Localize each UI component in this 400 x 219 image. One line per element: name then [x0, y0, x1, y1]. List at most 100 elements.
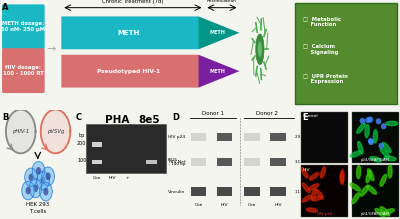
Polygon shape — [367, 185, 376, 194]
Polygon shape — [302, 168, 308, 178]
Polygon shape — [386, 121, 398, 126]
Text: Vinculin: Vinculin — [168, 190, 186, 194]
Text: Control: Control — [303, 114, 319, 118]
FancyBboxPatch shape — [352, 112, 399, 163]
Polygon shape — [316, 189, 324, 199]
Polygon shape — [357, 123, 365, 133]
Polygon shape — [380, 174, 387, 186]
Polygon shape — [350, 183, 360, 191]
Polygon shape — [311, 189, 316, 200]
Polygon shape — [350, 151, 362, 157]
Polygon shape — [340, 170, 344, 182]
Polygon shape — [6, 110, 36, 153]
FancyBboxPatch shape — [217, 187, 232, 196]
Text: HIV Nef: HIV Nef — [169, 160, 186, 164]
Polygon shape — [198, 16, 240, 49]
FancyBboxPatch shape — [270, 187, 286, 196]
Circle shape — [258, 42, 262, 57]
Circle shape — [376, 118, 381, 124]
Circle shape — [368, 139, 374, 145]
Polygon shape — [22, 181, 34, 200]
Polygon shape — [360, 185, 368, 196]
Text: HEK 293
T cells: HEK 293 T cells — [26, 202, 49, 214]
FancyBboxPatch shape — [244, 187, 260, 196]
FancyBboxPatch shape — [2, 4, 45, 49]
Polygon shape — [380, 207, 390, 216]
Circle shape — [33, 184, 38, 192]
Text: □  UPR Protein
    Expression: □ UPR Protein Expression — [303, 73, 348, 85]
Text: pHIV-1: pHIV-1 — [12, 129, 29, 134]
Polygon shape — [40, 182, 52, 201]
Circle shape — [365, 117, 371, 123]
Polygon shape — [25, 168, 37, 187]
Text: Chronic Treatment (7d): Chronic Treatment (7d) — [102, 0, 164, 4]
Circle shape — [368, 117, 373, 123]
Text: HIV: HIV — [109, 176, 116, 180]
Text: pVSVg: pVSVg — [47, 129, 64, 134]
Polygon shape — [368, 169, 374, 181]
Text: Donor 2: Donor 2 — [256, 111, 278, 116]
Text: 29 kDa: 29 kDa — [295, 135, 309, 139]
Polygon shape — [320, 167, 326, 178]
Polygon shape — [340, 172, 344, 184]
Text: C: C — [76, 113, 82, 122]
Text: +: + — [126, 176, 130, 180]
Circle shape — [28, 173, 34, 181]
Polygon shape — [29, 179, 42, 198]
Text: 200: 200 — [77, 141, 86, 146]
Text: Donor 1: Donor 1 — [202, 111, 224, 116]
Text: A: A — [2, 3, 8, 12]
Polygon shape — [61, 16, 207, 49]
Text: 31 kDa: 31 kDa — [295, 160, 309, 164]
Polygon shape — [41, 110, 70, 153]
FancyBboxPatch shape — [191, 158, 206, 166]
Circle shape — [378, 143, 384, 149]
FancyBboxPatch shape — [92, 142, 102, 147]
Text: R/U5
– 140 bp: R/U5 – 140 bp — [168, 158, 186, 166]
Polygon shape — [302, 183, 310, 193]
Text: bp: bp — [78, 133, 85, 138]
Text: D: D — [173, 113, 180, 122]
Polygon shape — [384, 156, 396, 161]
Polygon shape — [37, 171, 49, 190]
Text: p24/GFAP/DAPI: p24/GFAP/DAPI — [361, 158, 390, 162]
Polygon shape — [310, 173, 319, 180]
Polygon shape — [365, 125, 369, 138]
Text: Pseudotyped HIV-1: Pseudotyped HIV-1 — [97, 69, 160, 74]
FancyBboxPatch shape — [2, 48, 45, 93]
FancyBboxPatch shape — [270, 158, 286, 166]
Text: →: → — [46, 44, 56, 54]
Polygon shape — [380, 148, 390, 158]
Polygon shape — [357, 166, 361, 178]
Text: E: E — [302, 113, 308, 122]
FancyBboxPatch shape — [244, 133, 260, 141]
Polygon shape — [306, 208, 317, 212]
FancyBboxPatch shape — [295, 3, 397, 104]
Polygon shape — [302, 195, 312, 202]
Polygon shape — [42, 167, 54, 185]
Text: 8e5: 8e5 — [138, 115, 160, 125]
FancyBboxPatch shape — [352, 165, 399, 217]
Text: METH: METH — [210, 69, 226, 74]
FancyBboxPatch shape — [146, 160, 157, 164]
Text: HIV p24: HIV p24 — [317, 212, 332, 216]
FancyBboxPatch shape — [191, 187, 206, 196]
Circle shape — [43, 188, 48, 195]
Polygon shape — [61, 55, 207, 88]
Text: Con: Con — [194, 203, 203, 207]
FancyBboxPatch shape — [217, 158, 232, 166]
Text: HIV: HIV — [303, 168, 310, 171]
Text: HIV p24: HIV p24 — [168, 135, 186, 139]
Circle shape — [36, 167, 41, 175]
Text: HIV: HIV — [274, 203, 282, 207]
Text: 117 kDa: 117 kDa — [295, 190, 312, 194]
Text: B: B — [2, 113, 8, 122]
Text: HIV: HIV — [221, 203, 228, 207]
FancyBboxPatch shape — [86, 124, 166, 173]
FancyBboxPatch shape — [217, 133, 232, 141]
Text: METH: METH — [210, 30, 226, 35]
FancyBboxPatch shape — [244, 158, 260, 166]
Circle shape — [256, 34, 264, 65]
Polygon shape — [352, 193, 360, 204]
FancyBboxPatch shape — [92, 160, 102, 164]
